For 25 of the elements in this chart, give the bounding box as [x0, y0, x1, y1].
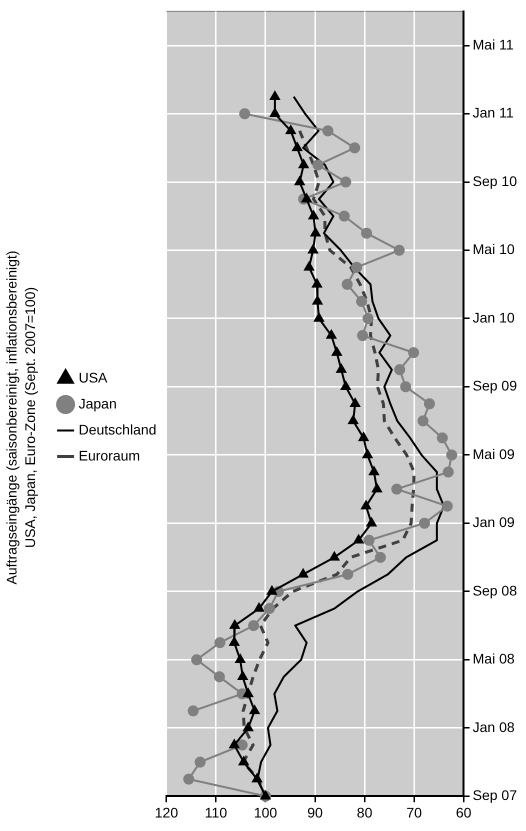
y-tick-label: Mai 08	[472, 650, 515, 667]
y-tick-label: Sep 09	[472, 378, 518, 394]
text: Auftragseingänge (saisonbereinigt, inflationsbereinigt)	[3, 250, 20, 584]
x-tick-label: 120	[154, 804, 178, 820]
x-tick-label: 100	[254, 804, 278, 820]
x-tick-label: 90	[307, 804, 324, 820]
x-tick-label: 70	[406, 804, 422, 820]
y-tick-label: Mai 09	[472, 446, 515, 462]
legend-label: Deutschland	[78, 421, 156, 438]
y-tick-label: Sep 08	[472, 582, 518, 598]
legend-label: USA	[78, 369, 108, 386]
x-tick-label: 110	[204, 804, 228, 820]
y-tick-label: Mai 10	[472, 241, 515, 258]
y-tick-label: Jan 11	[472, 104, 514, 121]
legend-label: Japan	[78, 395, 117, 412]
y-tick-label: Jan 10	[472, 309, 515, 326]
y-tick-label: Mai 11	[472, 36, 514, 52]
y-tick-label: Jan 08	[472, 718, 515, 735]
y-tick-label: Sep 07	[472, 787, 518, 804]
y-tick-label: Jan 09	[472, 514, 515, 530]
x-tick-label: 60	[456, 804, 472, 820]
legend-label: Euroraum	[78, 447, 140, 464]
text: USA, Japan, Euro-Zone (Sept. 2007=100)	[22, 286, 38, 548]
y-tick-label: Sep 10	[472, 172, 518, 189]
x-tick-label: 80	[356, 804, 373, 820]
